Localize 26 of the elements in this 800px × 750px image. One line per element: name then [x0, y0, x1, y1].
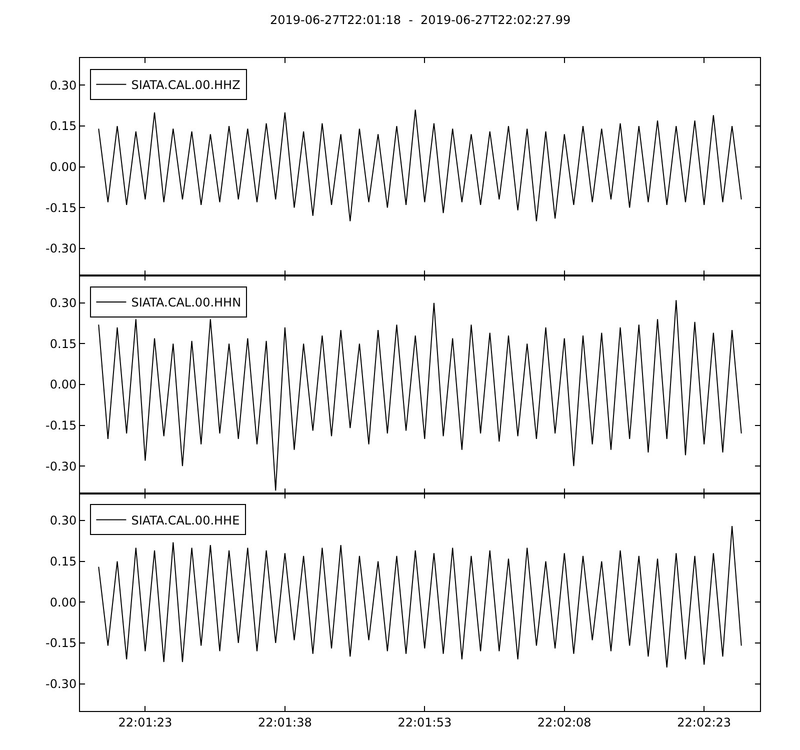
y-tick-label: 0.00 — [50, 160, 77, 174]
x-tick-label: 22:02:23 — [677, 715, 732, 730]
y-tick-label: 0.15 — [50, 554, 77, 569]
y-tick-label: -0.30 — [46, 459, 77, 474]
y-tick-label: -0.30 — [46, 242, 77, 256]
legend-label: SIATA.CAL.00.HHE — [131, 513, 240, 528]
chart-title: 2019-06-27T22:01:18 - 2019-06-27T22:02:27.99 — [270, 13, 571, 27]
line-series — [98, 525, 742, 668]
y-tick-label: 0.30 — [50, 78, 77, 92]
legend-label: SIATA.CAL.00.HHZ — [131, 78, 240, 92]
x-tick-label: 22:02:08 — [537, 715, 592, 730]
y-tick-label: 0.15 — [50, 336, 77, 351]
x-tick-label: 22:01:38 — [258, 715, 312, 730]
legend-label: SIATA.CAL.00.HHN — [131, 296, 242, 310]
line-series — [98, 109, 742, 222]
y-tick-label: 0.00 — [50, 595, 77, 610]
y-tick-label: -0.15 — [46, 200, 77, 215]
x-tick-label: 22:01:23 — [118, 715, 172, 730]
y-tick-label: 0.30 — [50, 514, 77, 528]
y-tick-label: -0.15 — [46, 636, 77, 650]
y-tick-label: -0.15 — [46, 418, 77, 433]
y-tick-label: 0.30 — [50, 296, 77, 310]
y-tick-label: -0.30 — [46, 676, 77, 691]
x-tick-label: 22:01:53 — [398, 715, 452, 730]
y-tick-label: 0.00 — [50, 378, 77, 392]
y-tick-label: 0.15 — [50, 119, 77, 134]
